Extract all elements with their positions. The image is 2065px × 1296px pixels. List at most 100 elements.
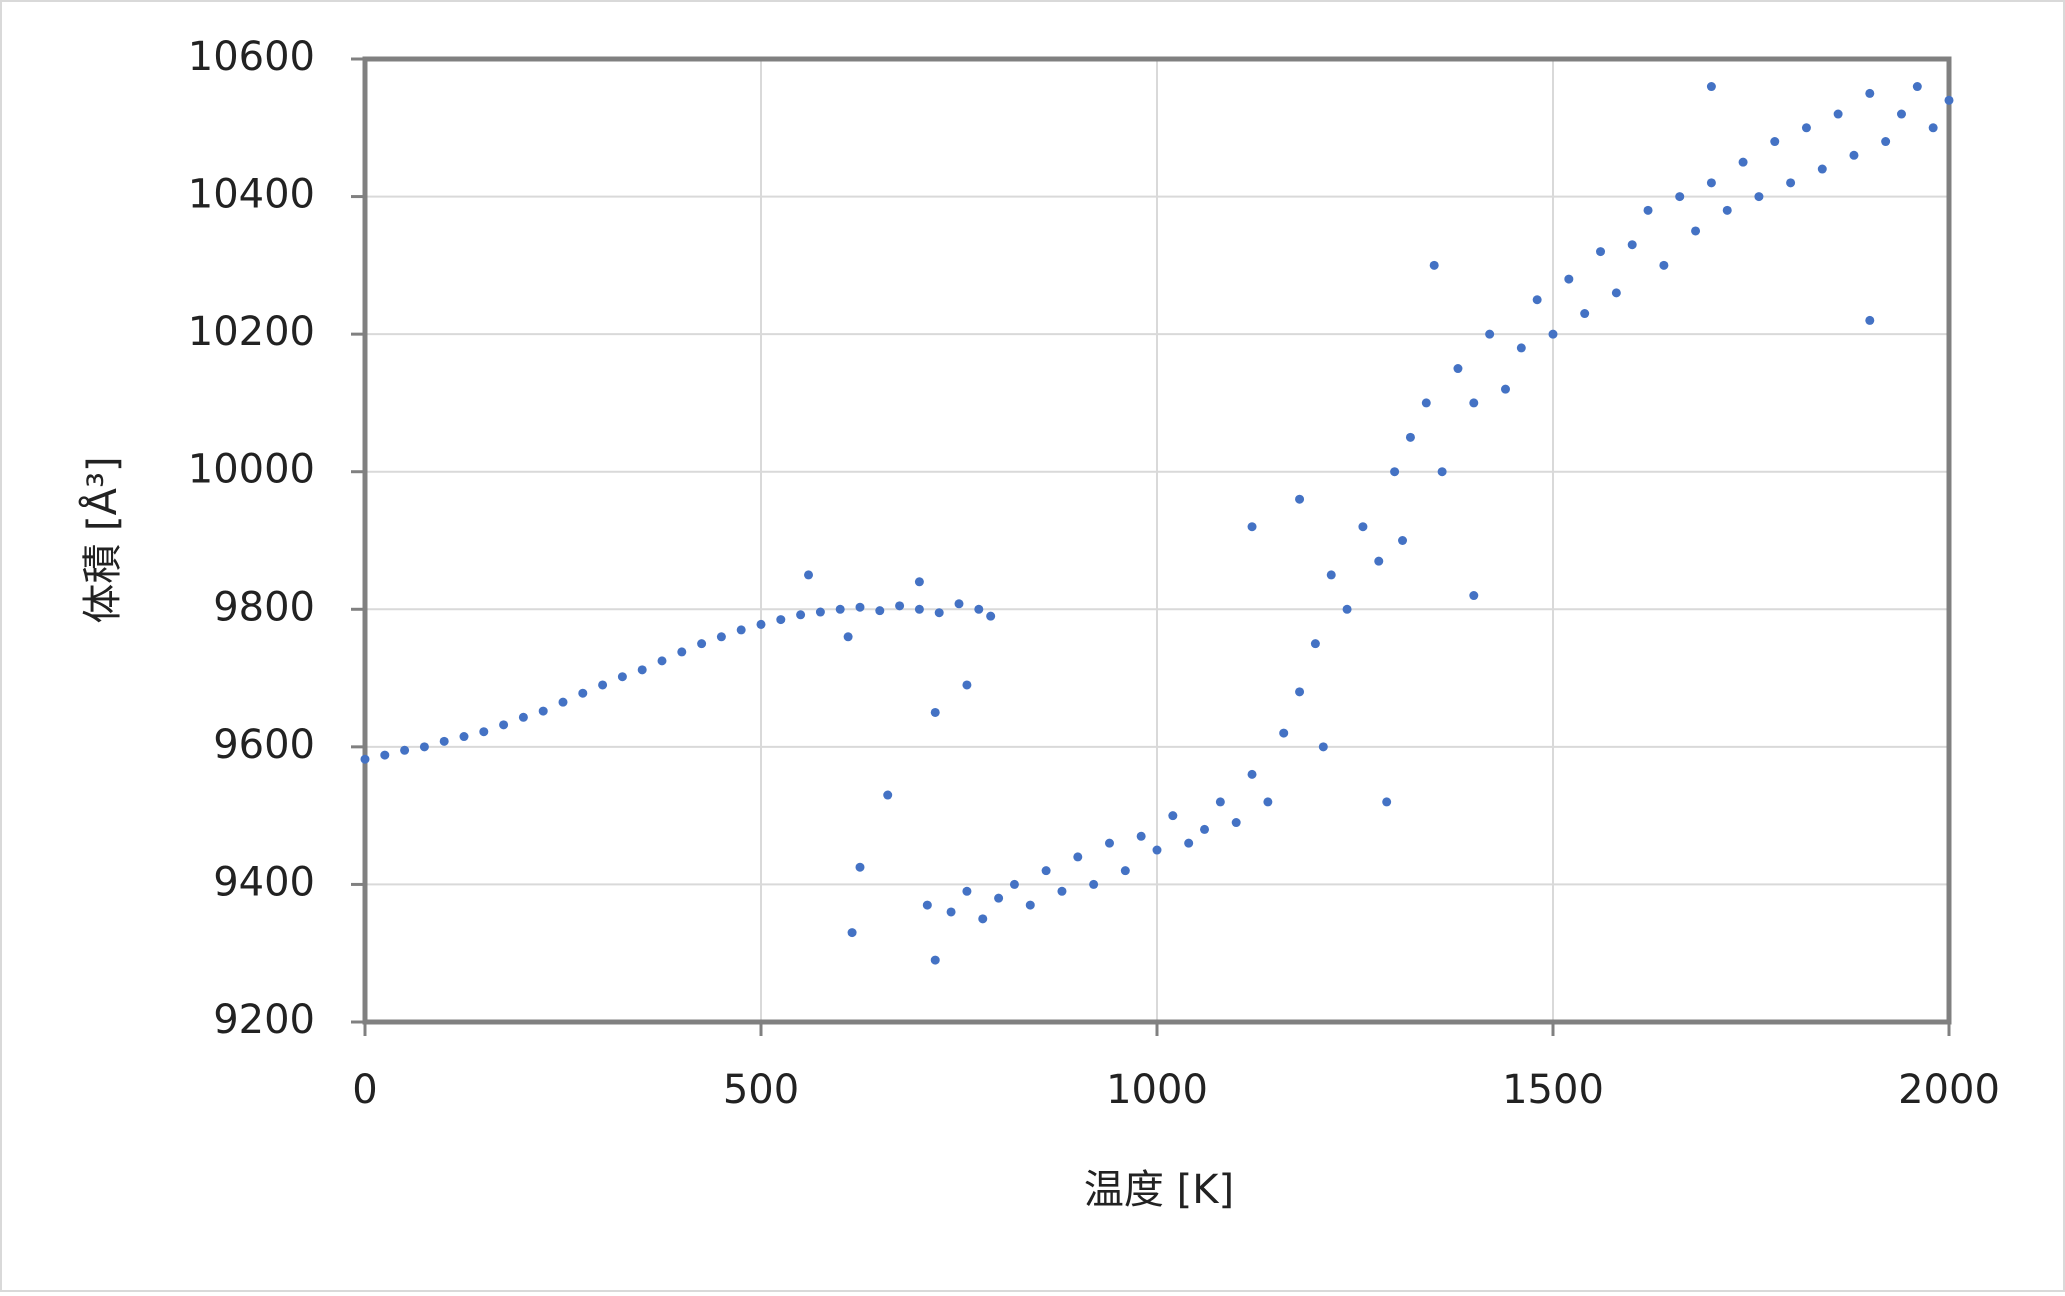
x-tick-label: 500 — [723, 1067, 799, 1113]
point — [1944, 95, 1954, 105]
point — [578, 688, 588, 698]
point — [1770, 137, 1780, 147]
point — [855, 602, 865, 612]
point — [637, 665, 647, 675]
point — [1469, 591, 1479, 601]
point — [847, 928, 857, 938]
point — [994, 893, 1004, 903]
y-tick-label: 9600 — [213, 722, 315, 768]
point — [843, 632, 853, 642]
point — [1358, 522, 1368, 532]
point — [1706, 178, 1716, 188]
point — [1833, 109, 1843, 119]
point — [1390, 467, 1400, 477]
y-axis-label: 体積 [Å³] — [78, 456, 126, 623]
point — [1009, 879, 1019, 889]
point — [558, 697, 568, 707]
point — [1643, 205, 1653, 215]
point — [697, 639, 707, 649]
point — [1928, 123, 1938, 133]
point — [1279, 728, 1289, 738]
point — [1215, 797, 1225, 807]
point — [930, 707, 940, 717]
point — [1041, 866, 1051, 876]
point — [1627, 240, 1637, 250]
point — [883, 790, 893, 800]
point — [1405, 432, 1415, 442]
point — [1516, 343, 1526, 353]
point — [1057, 886, 1067, 896]
point — [962, 886, 972, 896]
point — [1200, 824, 1210, 834]
point — [1398, 536, 1408, 545]
point — [796, 610, 806, 620]
point — [1469, 398, 1479, 408]
point — [1881, 137, 1891, 147]
point — [835, 604, 845, 614]
point — [922, 900, 932, 910]
y-tick-label: 10400 — [188, 172, 315, 218]
point — [914, 604, 924, 614]
point — [716, 632, 726, 642]
point — [1564, 274, 1574, 284]
point — [1310, 639, 1320, 649]
point — [1421, 398, 1431, 408]
point — [736, 625, 746, 635]
point — [657, 656, 667, 666]
y-tick-label: 10600 — [188, 34, 315, 80]
point — [1849, 150, 1859, 160]
point — [1295, 687, 1305, 697]
point — [1659, 260, 1669, 270]
point — [1485, 329, 1495, 339]
point — [804, 570, 814, 580]
point — [1801, 123, 1811, 133]
point — [360, 754, 370, 764]
point — [1675, 192, 1685, 202]
point — [1548, 329, 1558, 339]
point — [1865, 88, 1875, 98]
point — [1722, 205, 1732, 215]
point — [1073, 852, 1083, 862]
point — [1136, 831, 1146, 841]
point — [1691, 226, 1701, 236]
point — [978, 914, 988, 924]
point — [1429, 260, 1439, 270]
point — [756, 619, 766, 629]
x-tick-label: 1500 — [1502, 1067, 1604, 1113]
point — [1786, 178, 1796, 188]
point — [776, 615, 786, 625]
point — [538, 706, 548, 716]
point — [419, 742, 429, 752]
point — [1374, 556, 1384, 566]
y-tick-label: 9400 — [213, 859, 315, 905]
point — [1532, 295, 1542, 305]
point — [1089, 879, 1099, 889]
point — [1247, 522, 1257, 532]
y-tick-label: 10200 — [188, 309, 315, 355]
point — [1912, 82, 1922, 92]
point — [895, 601, 905, 611]
point — [617, 672, 627, 682]
point — [1184, 838, 1194, 848]
point — [380, 750, 390, 760]
point — [986, 611, 996, 621]
point — [677, 647, 687, 657]
point — [1263, 797, 1273, 807]
plot-frame — [362, 56, 1952, 1025]
point — [459, 732, 469, 742]
point — [875, 606, 885, 616]
point — [1437, 467, 1447, 477]
point — [1500, 384, 1510, 394]
point — [499, 720, 509, 730]
point — [1865, 315, 1875, 325]
point — [598, 680, 608, 690]
point — [1025, 900, 1035, 910]
point — [934, 608, 944, 618]
point — [930, 955, 940, 965]
point — [914, 577, 924, 587]
point — [974, 604, 984, 614]
point — [1152, 845, 1162, 855]
point — [962, 680, 972, 690]
